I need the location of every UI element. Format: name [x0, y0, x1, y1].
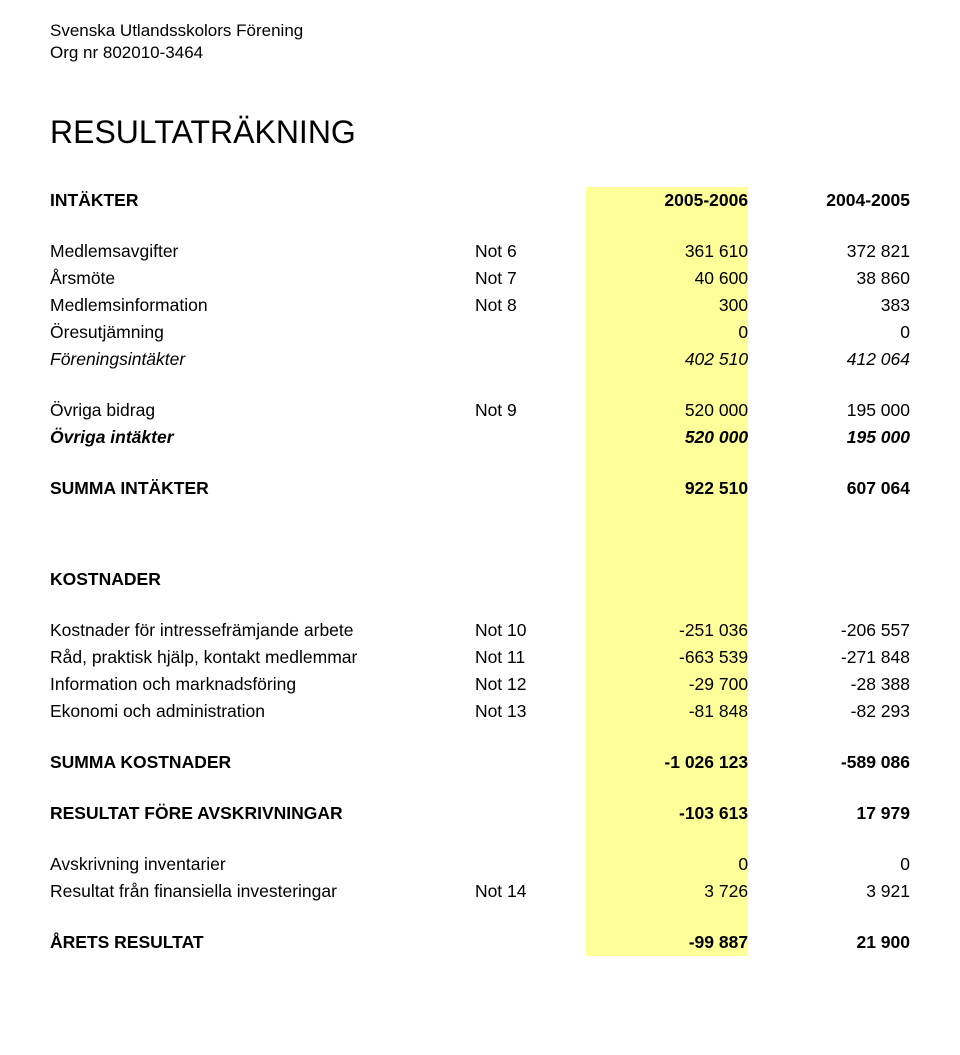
- intakter-heading: INTÄKTER: [50, 187, 475, 214]
- table-row: Information och marknadsföring Not 12 -2…: [50, 671, 910, 698]
- table-row: Kostnader för intressefrämjande arbete N…: [50, 617, 910, 644]
- summa-intakter-row: SUMMA INTÄKTER 922 510 607 064: [50, 475, 910, 502]
- row-value-1: 40 600: [586, 265, 748, 292]
- table-row: Årsmöte Not 7 40 600 38 860: [50, 265, 910, 292]
- row-note: Not 12: [475, 671, 586, 698]
- row-label: Kostnader för intressefrämjande arbete: [50, 617, 475, 644]
- column-period-2: 2004-2005: [748, 187, 910, 214]
- row-note: [475, 319, 586, 346]
- row-label: Information och marknadsföring: [50, 671, 475, 698]
- resultat-fore-avskrivningar-row: RESULTAT FÖRE AVSKRIVNINGAR -103 613 17 …: [50, 800, 910, 827]
- row-label: Öresutjämning: [50, 319, 475, 346]
- row-note: Not 7: [475, 265, 586, 292]
- page: Svenska Utlandsskolors Förening Org nr 8…: [0, 0, 960, 996]
- kostnader-heading-row: KOSTNADER: [50, 566, 910, 593]
- row-note: Not 14: [475, 878, 586, 905]
- table-row: Öresutjämning 0 0: [50, 319, 910, 346]
- row-value-2: 195 000: [748, 397, 910, 424]
- row-label: Råd, praktisk hjälp, kontakt medlemmar: [50, 644, 475, 671]
- row-label: Avskrivning inventarier: [50, 851, 475, 878]
- ovriga-bidrag-row: Övriga bidrag Not 9 520 000 195 000: [50, 397, 910, 424]
- table-row: Medlemsinformation Not 8 300 383: [50, 292, 910, 319]
- row-value-2: 3 921: [748, 878, 910, 905]
- row-note: Not 6: [475, 238, 586, 265]
- page-title: RESULTATRÄKNING: [50, 114, 910, 151]
- row-value-2: -271 848: [748, 644, 910, 671]
- column-period-1: 2005-2006: [586, 187, 748, 214]
- avskrivning-row: Avskrivning inventarier 0 0: [50, 851, 910, 878]
- row-value-1: 520 000: [586, 397, 748, 424]
- row-value-1: 361 610: [586, 238, 748, 265]
- row-note: Not 10: [475, 617, 586, 644]
- row-note: Not 8: [475, 292, 586, 319]
- row-note: Not 11: [475, 644, 586, 671]
- row-label: ÅRETS RESULTAT: [50, 929, 475, 956]
- kostnader-heading: KOSTNADER: [50, 566, 475, 593]
- row-value-2: 195 000: [748, 424, 910, 451]
- row-value-2: -28 388: [748, 671, 910, 698]
- row-value-1: 520 000: [586, 424, 748, 451]
- row-label: Medlemsavgifter: [50, 238, 475, 265]
- row-label: SUMMA INTÄKTER: [50, 475, 475, 502]
- row-note: Not 13: [475, 698, 586, 725]
- row-value-1: -103 613: [586, 800, 748, 827]
- row-value-2: 38 860: [748, 265, 910, 292]
- row-value-2: 0: [748, 851, 910, 878]
- row-value-1: 300: [586, 292, 748, 319]
- arets-resultat-row: ÅRETS RESULTAT -99 887 21 900: [50, 929, 910, 956]
- row-label: Föreningsintäkter: [50, 346, 475, 373]
- row-value-2: 372 821: [748, 238, 910, 265]
- row-value-1: 0: [586, 319, 748, 346]
- column-header-row: INTÄKTER 2005-2006 2004-2005: [50, 187, 910, 214]
- row-value-2: 17 979: [748, 800, 910, 827]
- row-value-1: -81 848: [586, 698, 748, 725]
- row-value-2: -589 086: [748, 749, 910, 776]
- row-value-1: 402 510: [586, 346, 748, 373]
- summa-kostnader-row: SUMMA KOSTNADER -1 026 123 -589 086: [50, 749, 910, 776]
- row-label: Medlemsinformation: [50, 292, 475, 319]
- row-value-1: -99 887: [586, 929, 748, 956]
- document-header: Svenska Utlandsskolors Förening Org nr 8…: [50, 20, 910, 64]
- row-value-2: 607 064: [748, 475, 910, 502]
- table-row: Ekonomi och administration Not 13 -81 84…: [50, 698, 910, 725]
- row-value-1: -1 026 123: [586, 749, 748, 776]
- row-label: RESULTAT FÖRE AVSKRIVNINGAR: [50, 800, 475, 827]
- row-value-2: 383: [748, 292, 910, 319]
- row-value-2: -206 557: [748, 617, 910, 644]
- row-value-1: 922 510: [586, 475, 748, 502]
- row-value-1: -29 700: [586, 671, 748, 698]
- row-value-1: 3 726: [586, 878, 748, 905]
- row-value-1: -251 036: [586, 617, 748, 644]
- row-label: Övriga intäkter: [50, 424, 475, 451]
- row-value-2: 0: [748, 319, 910, 346]
- row-label: Årsmöte: [50, 265, 475, 292]
- org-name: Svenska Utlandsskolors Förening: [50, 20, 910, 42]
- row-label: Resultat från finansiella investeringar: [50, 878, 475, 905]
- foreningsintakter-row: Föreningsintäkter 402 510 412 064: [50, 346, 910, 373]
- row-value-2: 21 900: [748, 929, 910, 956]
- finansiella-row: Resultat från finansiella investeringar …: [50, 878, 910, 905]
- row-note: Not 9: [475, 397, 586, 424]
- row-label: Ekonomi och administration: [50, 698, 475, 725]
- table-row: Medlemsavgifter Not 6 361 610 372 821: [50, 238, 910, 265]
- table-row: Råd, praktisk hjälp, kontakt medlemmar N…: [50, 644, 910, 671]
- org-number: Org nr 802010-3464: [50, 42, 910, 64]
- income-statement-table: INTÄKTER 2005-2006 2004-2005 Medlemsavgi…: [50, 187, 910, 956]
- row-value-2: 412 064: [748, 346, 910, 373]
- row-value-2: -82 293: [748, 698, 910, 725]
- row-label: Övriga bidrag: [50, 397, 475, 424]
- row-value-1: 0: [586, 851, 748, 878]
- row-label: SUMMA KOSTNADER: [50, 749, 475, 776]
- ovriga-intakter-row: Övriga intäkter 520 000 195 000: [50, 424, 910, 451]
- row-value-1: -663 539: [586, 644, 748, 671]
